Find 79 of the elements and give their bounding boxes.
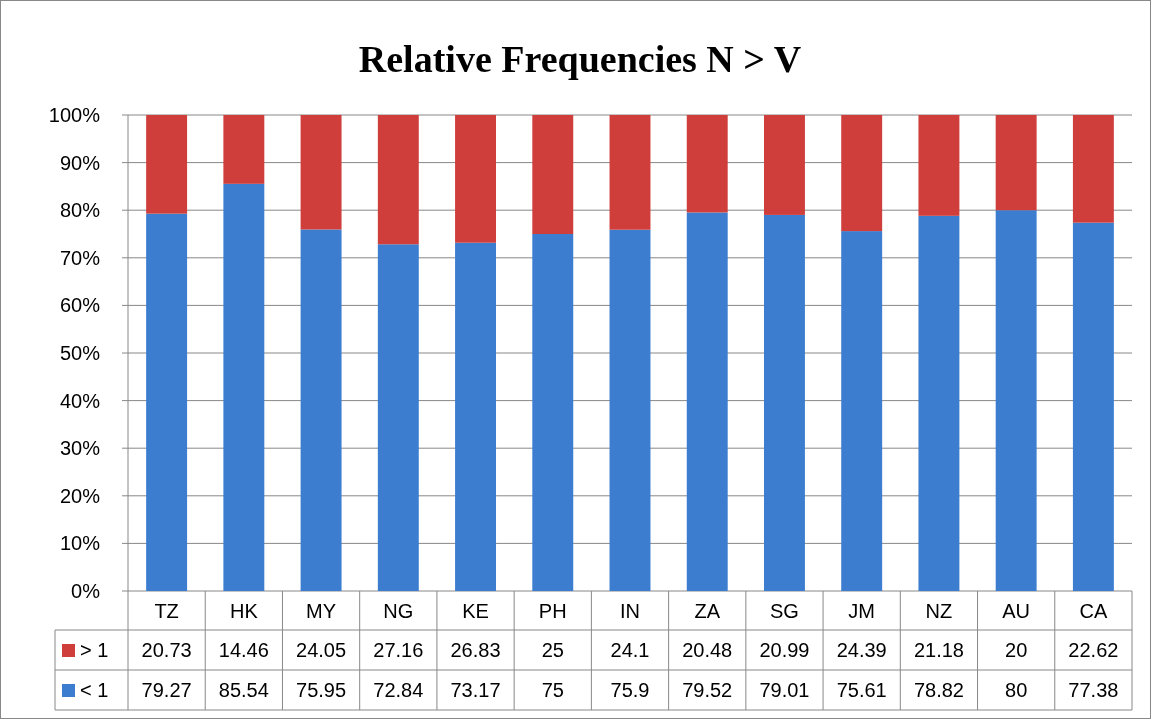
bar [223, 115, 265, 184]
x-tick-label: JM [848, 599, 876, 622]
data-label: 78.82 [913, 679, 964, 701]
data-label: 14.46 [218, 639, 269, 661]
y-tick-label: 80% [59, 199, 101, 222]
data-label: 73.17 [450, 679, 501, 701]
bar [377, 115, 419, 245]
x-tick-label: TZ [154, 599, 179, 622]
bar [918, 115, 960, 216]
y-tick-label: 60% [59, 294, 101, 317]
bar [455, 115, 496, 243]
bar [146, 115, 188, 214]
x-tick-label: KE [462, 599, 489, 622]
y-tick-label: 100% [48, 104, 101, 126]
bar [300, 229, 342, 591]
x-tick-label: NZ [925, 599, 953, 622]
x-tick-label: NG [383, 599, 414, 622]
bar [841, 231, 883, 591]
bar [764, 115, 805, 215]
y-tick-label: 40% [59, 389, 101, 412]
bar [995, 210, 1037, 591]
bar [995, 115, 1037, 211]
data-label: 75.95 [296, 679, 347, 701]
data-label: 24.39 [836, 639, 887, 661]
bar [764, 214, 805, 591]
y-tick-label: 0% [71, 580, 101, 602]
bar [300, 115, 342, 230]
data-label: 79.27 [141, 679, 192, 701]
y-tick-label: 30% [59, 437, 101, 460]
data-label: 75 [541, 679, 564, 701]
bar [146, 213, 188, 591]
data-label: 24.1 [610, 639, 650, 661]
bar [1072, 222, 1114, 591]
data-label: 22.62 [1068, 639, 1119, 661]
x-tick-label: CA [1079, 599, 1108, 622]
bar [223, 183, 265, 591]
x-tick-label: ZA [694, 599, 721, 622]
chart-title: Relative Frequencies N > V [358, 38, 802, 80]
y-tick-label: 90% [59, 151, 101, 174]
data-label: 20.73 [141, 639, 192, 661]
bar [609, 115, 651, 230]
data-label: 24.05 [296, 639, 347, 661]
x-tick-label: HK [229, 599, 259, 622]
legend-label: > 1 [80, 639, 109, 661]
data-label: 25 [541, 639, 564, 661]
bar [532, 234, 574, 591]
data-label: 72.84 [373, 679, 424, 701]
bar [609, 229, 651, 591]
bar [918, 215, 960, 591]
x-tick-label: PH [538, 599, 567, 622]
data-label: 20.48 [682, 639, 733, 661]
data-label: 79.52 [682, 679, 733, 701]
data-label: 26.83 [450, 639, 501, 661]
x-tick-label: IN [620, 599, 640, 622]
data-label: 20 [1005, 639, 1028, 661]
legend-label: < 1 [80, 679, 109, 701]
bar [686, 212, 728, 591]
data-label: 77.38 [1068, 679, 1119, 701]
y-tick-label: 50% [59, 342, 101, 364]
y-tick-label: 20% [59, 484, 101, 507]
y-tick-label: 10% [59, 532, 101, 555]
data-label: 80 [1005, 679, 1028, 701]
data-label: 27.16 [373, 639, 424, 661]
data-label: 75.9 [610, 679, 650, 701]
bar [686, 115, 728, 213]
data-label: 79.01 [759, 679, 810, 701]
data-label: 21.18 [913, 639, 964, 661]
data-label: 85.54 [218, 679, 269, 701]
bar [377, 244, 419, 591]
bar [841, 115, 883, 232]
x-tick-label: MY [306, 599, 337, 622]
x-tick-label: SG [770, 599, 799, 622]
y-tick-label: 70% [59, 246, 101, 269]
data-label: 75.61 [836, 679, 887, 701]
bar [1072, 115, 1114, 223]
x-tick-label: AU [1002, 599, 1031, 622]
data-label: 20.99 [759, 639, 810, 661]
bar [532, 115, 574, 234]
bar [455, 242, 496, 591]
